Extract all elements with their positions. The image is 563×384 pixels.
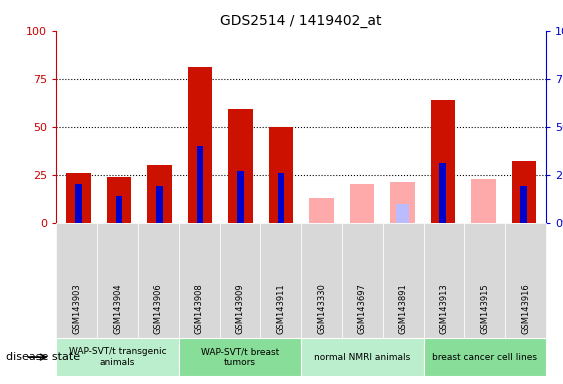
Bar <box>75 184 82 223</box>
Text: GSM143908: GSM143908 <box>195 283 204 334</box>
Bar <box>148 165 172 223</box>
Bar <box>471 179 495 223</box>
Bar <box>196 146 203 223</box>
Text: GSM143697: GSM143697 <box>358 283 367 334</box>
Text: GSM143906: GSM143906 <box>154 283 163 334</box>
Text: GSM143913: GSM143913 <box>440 283 449 334</box>
Bar <box>278 173 284 223</box>
Bar <box>396 204 409 223</box>
Bar <box>269 127 293 223</box>
Title: GDS2514 / 1419402_at: GDS2514 / 1419402_at <box>221 14 382 28</box>
Text: WAP-SVT/t transgenic
animals: WAP-SVT/t transgenic animals <box>69 348 166 367</box>
Text: GSM143915: GSM143915 <box>480 283 489 334</box>
Text: normal NMRI animals: normal NMRI animals <box>314 353 410 362</box>
Bar <box>229 109 253 223</box>
Text: GSM143903: GSM143903 <box>72 283 81 334</box>
Bar <box>188 67 212 223</box>
Bar <box>350 184 374 223</box>
Text: GSM143891: GSM143891 <box>399 283 408 334</box>
Bar <box>390 182 414 223</box>
Bar <box>309 198 334 223</box>
Bar <box>237 171 244 223</box>
Bar <box>115 196 122 223</box>
Bar <box>520 186 527 223</box>
Bar <box>66 173 91 223</box>
Text: GSM143330: GSM143330 <box>317 283 326 334</box>
Text: GSM143916: GSM143916 <box>521 283 530 334</box>
Text: GSM143911: GSM143911 <box>276 283 285 334</box>
Text: GSM143909: GSM143909 <box>235 283 244 334</box>
Text: WAP-SVT/t breast
tumors: WAP-SVT/t breast tumors <box>201 348 279 367</box>
Bar <box>156 186 163 223</box>
Text: GSM143904: GSM143904 <box>113 283 122 334</box>
Bar <box>440 163 446 223</box>
Bar <box>512 161 536 223</box>
Bar <box>431 100 455 223</box>
Bar <box>107 177 131 223</box>
Text: disease state: disease state <box>6 352 80 362</box>
Text: breast cancer cell lines: breast cancer cell lines <box>432 353 538 362</box>
